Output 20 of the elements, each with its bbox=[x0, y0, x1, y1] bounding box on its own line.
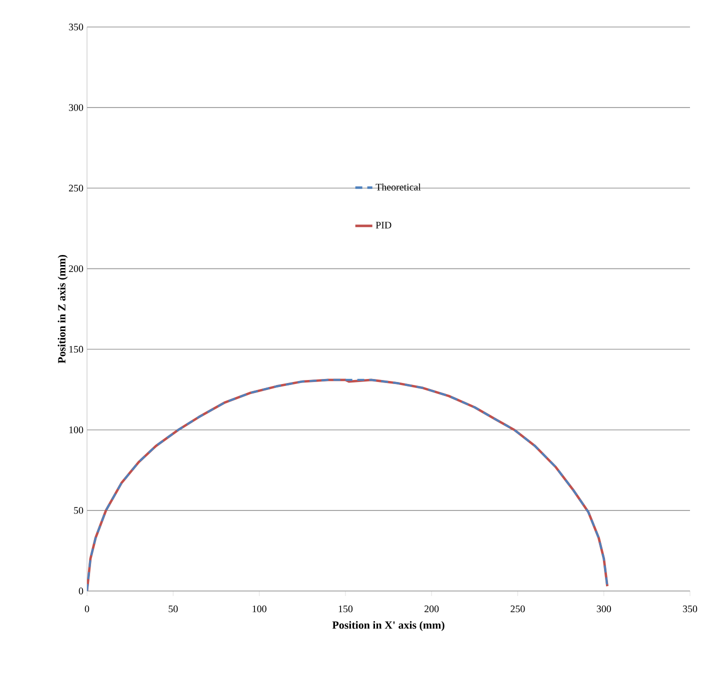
y-tick-label: 300 bbox=[69, 104, 84, 111]
x-tick-label: 200 bbox=[424, 606, 439, 612]
y-tick-label: 250 bbox=[68, 184, 84, 192]
legend-label: PID bbox=[376, 222, 392, 228]
y-axis-title: Position in Z axis (mm) bbox=[58, 254, 68, 364]
x-tick-label: 50 bbox=[168, 606, 178, 612]
x-tick-label: 350 bbox=[683, 606, 698, 612]
x-tick-label: 0 bbox=[84, 606, 90, 612]
x-tick-label: 300 bbox=[596, 606, 611, 612]
y-tick-label: 0 bbox=[78, 588, 84, 594]
x-tick-label: 250 bbox=[510, 606, 525, 612]
y-tick-label: 350 bbox=[69, 24, 84, 30]
legend-label: Theoretical bbox=[376, 183, 421, 190]
y-tick-label: 200 bbox=[68, 265, 84, 272]
y-tick-label: 100 bbox=[69, 426, 84, 434]
y-tick-label: 50 bbox=[74, 507, 84, 514]
x-axis-title: Position in X' axis (mm) bbox=[332, 621, 444, 632]
y-tick-label: 150 bbox=[69, 346, 84, 353]
x-tick-label: 100 bbox=[252, 606, 266, 612]
x-tick-label: 150 bbox=[338, 606, 353, 612]
